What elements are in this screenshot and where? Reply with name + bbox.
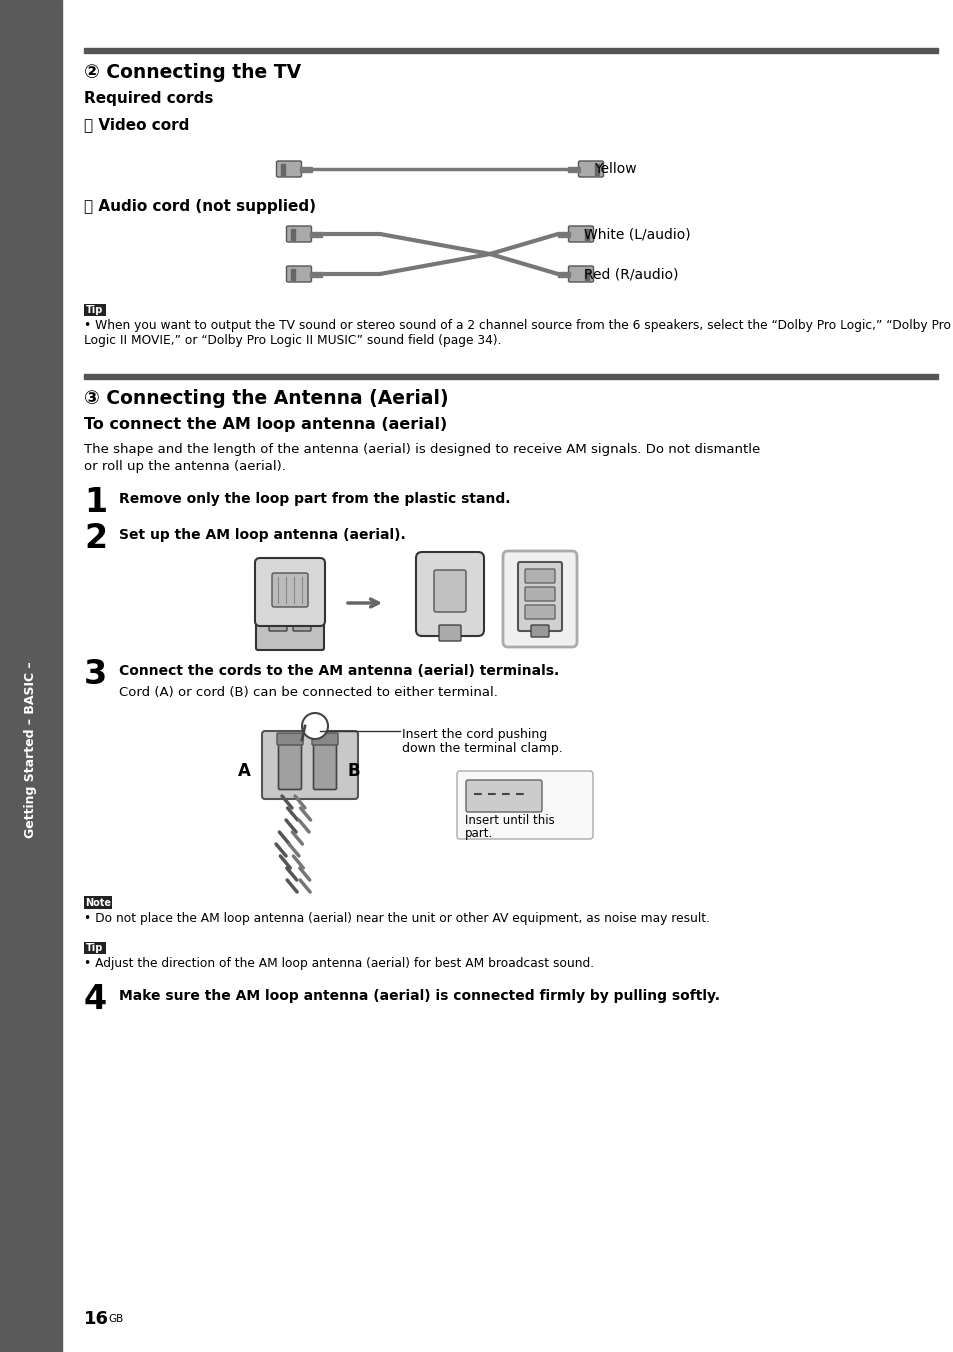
- Text: 2: 2: [84, 522, 107, 556]
- FancyBboxPatch shape: [84, 896, 112, 909]
- Bar: [558, 231, 569, 237]
- FancyBboxPatch shape: [524, 587, 555, 602]
- FancyBboxPatch shape: [286, 226, 312, 242]
- FancyBboxPatch shape: [531, 625, 548, 637]
- FancyBboxPatch shape: [269, 617, 287, 631]
- Text: White (L/audio): White (L/audio): [583, 227, 690, 241]
- Bar: [567, 166, 579, 172]
- FancyBboxPatch shape: [517, 562, 561, 631]
- Bar: [558, 272, 569, 277]
- Bar: [310, 272, 322, 277]
- Circle shape: [302, 713, 328, 740]
- Text: Tip: Tip: [86, 942, 104, 953]
- Text: Ⓑ Audio cord (not supplied): Ⓑ Audio cord (not supplied): [84, 199, 315, 214]
- Text: The shape and the length of the antenna (aerial) is designed to receive AM signa: The shape and the length of the antenna …: [84, 443, 760, 456]
- Bar: [291, 228, 294, 239]
- Bar: [584, 228, 588, 239]
- FancyBboxPatch shape: [286, 266, 312, 283]
- Text: Required cords: Required cords: [84, 91, 213, 105]
- FancyBboxPatch shape: [262, 731, 357, 799]
- FancyBboxPatch shape: [272, 573, 308, 607]
- FancyBboxPatch shape: [524, 604, 555, 619]
- FancyBboxPatch shape: [278, 738, 301, 790]
- Text: 16: 16: [84, 1310, 109, 1328]
- Text: Remove only the loop part from the plastic stand.: Remove only the loop part from the plast…: [119, 492, 510, 506]
- Text: Ⓐ Video cord: Ⓐ Video cord: [84, 118, 190, 132]
- Bar: [0, 0, 62, 1352]
- Text: Red (R/audio): Red (R/audio): [583, 266, 678, 281]
- Text: 1: 1: [84, 485, 107, 519]
- FancyBboxPatch shape: [276, 161, 301, 177]
- Bar: [84, 375, 937, 379]
- Text: ③ Connecting the Antenna (Aerial): ③ Connecting the Antenna (Aerial): [84, 389, 448, 408]
- Text: Tip: Tip: [86, 306, 104, 315]
- FancyBboxPatch shape: [568, 226, 593, 242]
- Bar: [310, 231, 322, 237]
- Text: part.: part.: [464, 827, 493, 840]
- Text: Yellow: Yellow: [594, 162, 636, 176]
- Text: To connect the AM loop antenna (aerial): To connect the AM loop antenna (aerial): [84, 416, 447, 433]
- Text: Set up the AM loop antenna (aerial).: Set up the AM loop antenna (aerial).: [119, 529, 405, 542]
- Text: • Do not place the AM loop antenna (aerial) near the unit or other AV equipment,: • Do not place the AM loop antenna (aeri…: [84, 913, 709, 925]
- FancyBboxPatch shape: [84, 304, 106, 316]
- Text: Getting Started – BASIC –: Getting Started – BASIC –: [25, 661, 37, 838]
- Text: or roll up the antenna (aerial).: or roll up the antenna (aerial).: [84, 460, 286, 473]
- Bar: [299, 166, 312, 172]
- Text: Cord (A) or cord (B) can be connected to either terminal.: Cord (A) or cord (B) can be connected to…: [119, 685, 497, 699]
- Text: B: B: [348, 763, 360, 780]
- FancyBboxPatch shape: [438, 625, 460, 641]
- Text: Note: Note: [85, 898, 111, 907]
- FancyBboxPatch shape: [312, 733, 337, 745]
- FancyBboxPatch shape: [314, 738, 336, 790]
- FancyBboxPatch shape: [84, 942, 106, 955]
- FancyBboxPatch shape: [524, 569, 555, 583]
- FancyBboxPatch shape: [255, 625, 324, 650]
- FancyBboxPatch shape: [568, 266, 593, 283]
- FancyBboxPatch shape: [578, 161, 603, 177]
- FancyBboxPatch shape: [276, 733, 303, 745]
- Bar: [281, 164, 285, 174]
- Text: Insert the cord pushing: Insert the cord pushing: [401, 727, 547, 741]
- FancyBboxPatch shape: [465, 780, 541, 813]
- FancyBboxPatch shape: [293, 617, 311, 631]
- Text: • Adjust the direction of the AM loop antenna (aerial) for best AM broadcast sou: • Adjust the direction of the AM loop an…: [84, 957, 594, 969]
- FancyBboxPatch shape: [254, 558, 325, 626]
- Text: down the terminal clamp.: down the terminal clamp.: [401, 742, 562, 754]
- Text: Make sure the AM loop antenna (aerial) is connected firmly by pulling softly.: Make sure the AM loop antenna (aerial) i…: [119, 990, 720, 1003]
- Text: A: A: [237, 763, 251, 780]
- Text: 4: 4: [84, 983, 107, 1015]
- FancyBboxPatch shape: [502, 552, 577, 648]
- FancyBboxPatch shape: [456, 771, 593, 840]
- FancyBboxPatch shape: [434, 571, 465, 612]
- Bar: [595, 164, 598, 174]
- Text: ② Connecting the TV: ② Connecting the TV: [84, 64, 301, 82]
- Text: Connect the cords to the AM antenna (aerial) terminals.: Connect the cords to the AM antenna (aer…: [119, 664, 558, 677]
- Text: GB: GB: [108, 1314, 123, 1324]
- Bar: [291, 269, 294, 280]
- Bar: [584, 269, 588, 280]
- FancyBboxPatch shape: [416, 552, 483, 635]
- Text: Insert until this: Insert until this: [464, 814, 554, 827]
- Text: • When you want to output the TV sound or stereo sound of a 2 channel source fro: • When you want to output the TV sound o…: [84, 319, 950, 347]
- Bar: [84, 49, 937, 53]
- Text: 3: 3: [84, 658, 107, 691]
